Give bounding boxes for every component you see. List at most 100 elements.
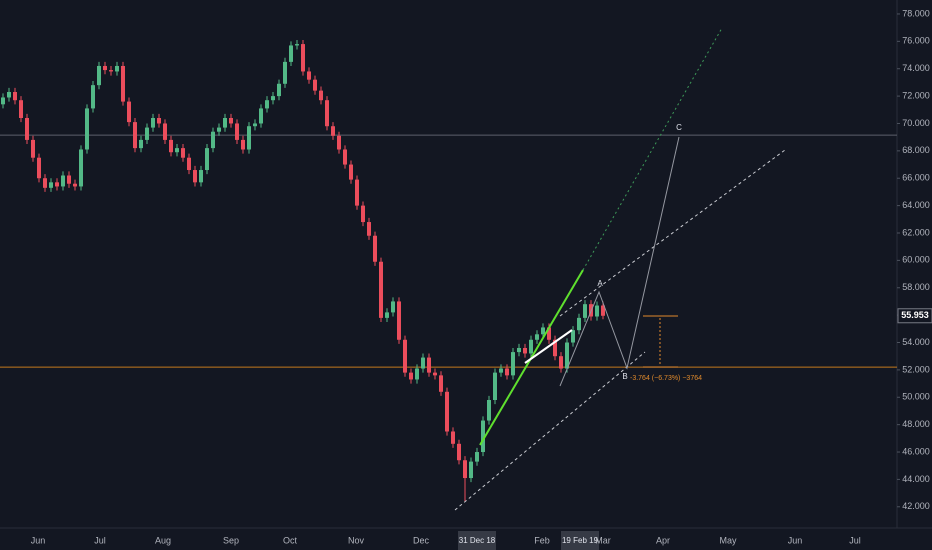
candle-body: [523, 347, 527, 354]
candle-body: [85, 108, 89, 150]
candle-body: [475, 452, 479, 462]
candle-body: [115, 65, 119, 72]
x-tick-label: 19 Feb 19: [562, 536, 599, 545]
candle-body: [349, 164, 353, 180]
candle-body: [259, 108, 263, 124]
y-tick-label: 78.000: [902, 8, 930, 18]
candle-body: [133, 122, 137, 149]
candle-body: [331, 126, 335, 136]
candle-body: [67, 175, 71, 184]
candle-body: [319, 90, 323, 101]
candle-body: [19, 100, 23, 119]
candle-body: [487, 400, 491, 421]
y-tick-label: 68.000: [902, 145, 930, 155]
candle-body: [493, 372, 497, 401]
candle-body: [565, 342, 569, 369]
candle-body: [385, 312, 389, 318]
x-tick-label: Apr: [656, 535, 670, 545]
candle-body: [397, 301, 401, 340]
x-tick-label: Mar: [595, 535, 611, 545]
x-tick-label: Jun: [31, 535, 46, 545]
candle-body: [253, 123, 257, 127]
candle-body: [451, 431, 455, 444]
candle-body: [37, 157, 41, 179]
candle-body: [463, 460, 467, 479]
candle-body: [445, 391, 449, 432]
candle-body: [229, 118, 233, 124]
x-tick-label: 31 Dec 18: [459, 536, 496, 545]
candle-body: [553, 339, 557, 357]
candle-body: [169, 139, 173, 153]
last-price-box: [897, 308, 932, 324]
candle-body: [79, 149, 83, 187]
candle-body: [271, 96, 275, 101]
candle-body: [187, 157, 191, 171]
candle-body: [139, 139, 143, 149]
x-tick-label: Jul: [94, 535, 106, 545]
candle-body: [499, 368, 503, 373]
candle-body: [427, 357, 431, 373]
candle-body: [121, 65, 125, 102]
candle-body: [127, 101, 131, 123]
candle-body: [529, 339, 533, 354]
candle-body: [277, 83, 281, 97]
candle-body: [181, 148, 185, 158]
candle-body: [559, 356, 563, 369]
candle-body: [247, 126, 251, 150]
y-tick-label: 74.000: [902, 63, 930, 73]
candle-body: [433, 372, 437, 376]
candle-body: [355, 179, 359, 206]
y-tick-label: 76.000: [902, 36, 930, 46]
candle-body: [97, 65, 101, 86]
candle-body: [235, 123, 239, 140]
x-tick-label: Feb: [534, 535, 550, 545]
candle-body: [367, 222, 371, 236]
wave-label: B: [622, 372, 627, 381]
candle-body: [517, 347, 521, 353]
candle-body: [145, 127, 149, 140]
candle-body: [403, 339, 407, 373]
candle-body: [511, 352, 515, 376]
wave-label: A: [597, 279, 603, 288]
candle-body: [547, 327, 551, 340]
candle-body: [25, 118, 29, 140]
trend-line-short: [524, 329, 573, 364]
candle-body: [541, 327, 545, 335]
candle-body: [379, 261, 383, 318]
candle-body: [109, 70, 113, 72]
candle-body: [313, 79, 317, 91]
x-tick-label: Nov: [348, 535, 365, 545]
y-tick-label: 46.000: [902, 446, 930, 456]
candle-body: [157, 118, 161, 124]
y-tick-label: 60.000: [902, 255, 930, 265]
y-tick-label: 52.000: [902, 364, 930, 374]
candle-body: [301, 44, 305, 72]
candle-body: [481, 420, 485, 453]
candle-body: [409, 372, 413, 380]
y-tick-label: 50.000: [902, 392, 930, 402]
candle-body: [457, 443, 461, 461]
candle-body: [1, 97, 5, 105]
candle-body: [193, 170, 197, 183]
candle-body: [337, 135, 341, 150]
candle-body: [223, 118, 227, 128]
y-tick-label: 72.000: [902, 90, 930, 100]
candle-body: [31, 139, 35, 158]
y-tick-label: 58.000: [902, 282, 930, 292]
candle-body: [163, 123, 167, 140]
candle-body: [595, 305, 599, 317]
y-tick-label: 48.000: [902, 419, 930, 429]
candle-body: [151, 118, 155, 128]
y-tick-label: 70.000: [902, 118, 930, 128]
candle-body: [415, 368, 419, 380]
candle-body: [211, 131, 215, 149]
x-tick-label: Dec: [413, 535, 430, 545]
candle-body: [91, 85, 95, 109]
candle-body: [43, 178, 47, 188]
candle-body: [13, 91, 17, 101]
candle-body: [55, 182, 59, 187]
candle-body: [295, 44, 299, 46]
candle-body: [373, 235, 377, 262]
